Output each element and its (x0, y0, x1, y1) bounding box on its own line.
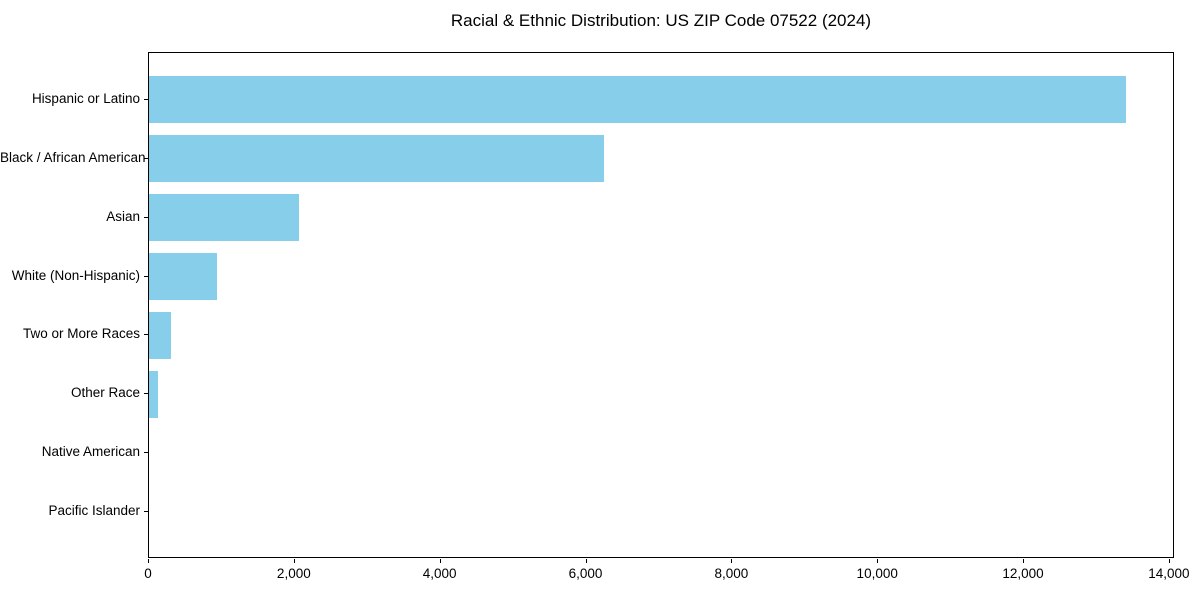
x-tick-mark (731, 559, 733, 563)
y-tick-label: Two or More Races (22, 326, 140, 342)
bar (149, 193, 300, 242)
y-tick-mark (144, 157, 148, 159)
x-tick-mark (877, 559, 879, 563)
bar (149, 252, 217, 301)
x-tick-label: 0 (144, 566, 152, 581)
y-tick-mark (144, 216, 148, 218)
y-tick-mark (144, 393, 148, 395)
bar (149, 76, 1127, 124)
x-tick-label: 2,000 (276, 566, 311, 581)
bar (149, 370, 158, 419)
plot-area (148, 52, 1174, 558)
x-tick-mark (1023, 559, 1025, 563)
y-tick-mark (144, 334, 148, 336)
y-tick-mark (144, 452, 148, 454)
y-tick-label: Other Race (70, 385, 140, 401)
bar (149, 134, 605, 183)
x-tick-label: 6,000 (568, 566, 603, 581)
x-tick-label: 10,000 (856, 566, 898, 581)
y-tick-mark (144, 511, 148, 513)
y-tick-label: Asian (106, 208, 140, 224)
x-tick-mark (585, 559, 587, 563)
x-tick-label: 14,000 (1148, 566, 1190, 581)
bar (149, 311, 171, 360)
y-tick-label: Black / African American (0, 149, 146, 165)
x-tick-label: 4,000 (422, 566, 457, 581)
y-tick-label: Hispanic or Latino (31, 90, 140, 106)
x-tick-label: 12,000 (1002, 566, 1044, 581)
y-tick-label: White (Non-Hispanic) (11, 267, 140, 283)
x-tick-mark (439, 559, 441, 563)
x-tick-mark (1168, 559, 1170, 563)
y-tick-mark (144, 275, 148, 277)
y-tick-mark (144, 98, 148, 100)
y-tick-label: Native American (41, 444, 140, 460)
x-tick-mark (148, 559, 149, 563)
y-tick-label: Pacific Islander (48, 503, 140, 519)
x-tick-label: 8,000 (714, 566, 749, 581)
x-tick-mark (293, 559, 295, 563)
chart-title: Racial & Ethnic Distribution: US ZIP Cod… (450, 11, 872, 30)
